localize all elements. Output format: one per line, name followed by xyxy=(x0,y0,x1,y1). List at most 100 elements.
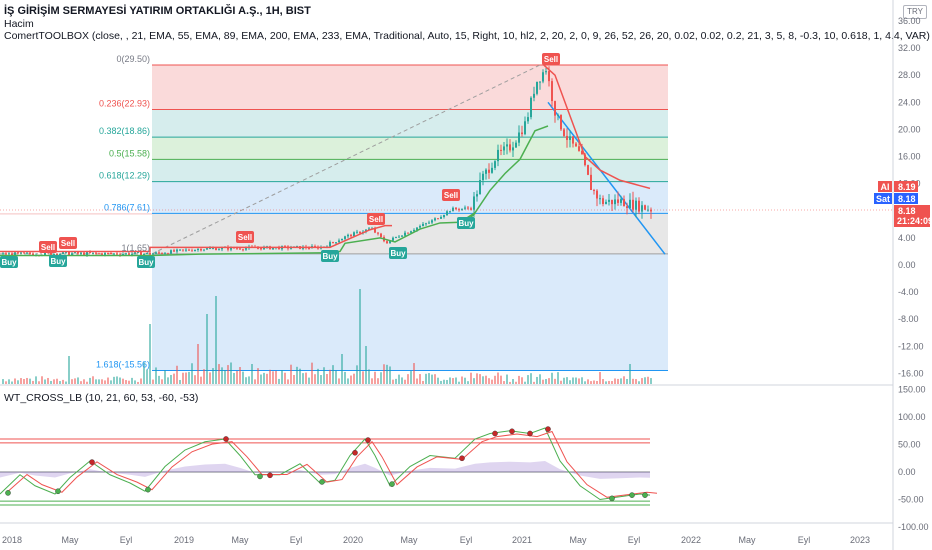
trailing-stop-red-line-2 xyxy=(542,63,651,190)
wavetrend-oscillator xyxy=(0,426,658,506)
volume-bar xyxy=(521,377,523,384)
wavetrend-cross-dot xyxy=(609,495,615,502)
volume-bar xyxy=(614,378,616,384)
volume-bar xyxy=(446,379,448,384)
wavetrend-cross-dot xyxy=(89,459,95,465)
volume-bar xyxy=(53,379,55,384)
volume-bar xyxy=(254,379,256,384)
volume-bar xyxy=(644,377,646,384)
volume-bar xyxy=(374,371,376,384)
volume-bar xyxy=(593,380,595,384)
time-axis-label: Eyl xyxy=(460,535,473,545)
bid-label-tag xyxy=(874,193,892,204)
wavetrend-cross-dot xyxy=(352,449,358,456)
volume-bar xyxy=(80,381,82,384)
volume-bar xyxy=(65,381,67,384)
candle-body xyxy=(236,248,238,250)
signal-text: Buy xyxy=(390,249,406,258)
candle-body xyxy=(416,227,418,230)
candle-body xyxy=(482,173,484,181)
signal-text: Buy xyxy=(322,252,338,261)
candle-body xyxy=(74,252,76,254)
volume-bar xyxy=(647,376,649,384)
volume-bar xyxy=(536,376,538,384)
volume-bar xyxy=(182,372,184,384)
candle-body xyxy=(263,246,265,250)
candle-body xyxy=(278,247,280,250)
candle-body xyxy=(215,248,217,251)
signal-badge xyxy=(367,213,385,225)
volume-bar xyxy=(539,374,541,384)
candle-countdown: 21:24:09 xyxy=(897,216,932,226)
candle-body xyxy=(467,207,469,209)
oscillator-label[interactable]: WT_CROSS_LB (10, 21, 60, 53, -60, -53) xyxy=(4,392,199,404)
wavetrend-cross-dot xyxy=(319,479,325,485)
volume-bar xyxy=(119,377,121,384)
candle-body xyxy=(413,229,415,232)
candle-body xyxy=(104,252,106,255)
signal-text: Sell xyxy=(444,191,458,200)
volume-bar xyxy=(62,379,64,384)
volume-bar xyxy=(509,381,511,384)
volume-bar xyxy=(167,377,169,384)
volume-bar xyxy=(389,366,391,384)
candle-body xyxy=(56,253,58,256)
volume-bar xyxy=(452,378,454,384)
candle-body xyxy=(50,252,52,255)
candle-body xyxy=(44,252,46,255)
volume-bar xyxy=(179,379,181,384)
volume-bar xyxy=(512,379,514,384)
fib-level-label: 0.236(22.93) xyxy=(99,99,150,109)
volume-bar xyxy=(311,362,313,384)
volume-bar xyxy=(320,375,322,384)
volume-bar xyxy=(611,381,613,384)
candle-body xyxy=(242,249,244,251)
volume-bar xyxy=(239,367,241,384)
signal-text: Sell xyxy=(544,55,558,64)
volume-bar xyxy=(347,378,349,384)
volume-bar xyxy=(635,379,637,384)
time-axis-label: May xyxy=(231,535,249,545)
price-axis-label: 24.00 xyxy=(898,97,921,107)
fib-zone xyxy=(152,109,668,138)
candle-body xyxy=(569,136,571,140)
wavetrend-cross-dot xyxy=(389,481,395,487)
volume-bar xyxy=(176,365,178,384)
volume-bar xyxy=(89,377,91,384)
price-axis-label: 20.00 xyxy=(898,124,921,134)
volume-bar xyxy=(584,381,586,384)
volume-bar xyxy=(383,364,385,384)
volume-bar xyxy=(476,373,478,384)
volume-bar xyxy=(617,378,619,384)
volume-bar xyxy=(305,372,307,384)
fib-zone xyxy=(152,64,668,110)
candle-body xyxy=(155,252,157,254)
volume-bar xyxy=(440,380,442,384)
oscillator-axis-label: 0.00 xyxy=(898,467,916,477)
price-axis-label: -16.00 xyxy=(898,368,924,378)
volume-bar xyxy=(638,381,640,384)
signal-text: Buy xyxy=(458,219,474,228)
volume-bar xyxy=(128,380,130,384)
candle-body xyxy=(533,93,535,98)
candle-body xyxy=(134,252,136,254)
signal-sell: Sell xyxy=(39,241,57,253)
volume-bar xyxy=(299,368,301,384)
volume-bar xyxy=(449,377,451,384)
candle-body xyxy=(515,142,517,148)
volume-bar xyxy=(95,379,97,384)
volume-bar xyxy=(425,373,427,384)
indicator-label[interactable]: ComertTOOLBOX (close, , 21, EMA, 55, EMA… xyxy=(4,30,930,42)
wavetrend-cross-dot xyxy=(492,430,498,437)
candle-body xyxy=(26,252,28,254)
candle-body xyxy=(245,248,247,250)
candle-body xyxy=(131,253,133,255)
candle-body xyxy=(608,199,610,202)
candle-body xyxy=(344,236,346,239)
volume-bar xyxy=(191,363,193,384)
volume-bar xyxy=(140,378,142,384)
volume-label[interactable]: Hacim xyxy=(4,18,34,30)
oscillator-axis: 150.00 100.00 50.00 0.00 -50.00 -100.00 xyxy=(898,385,929,533)
volume-bar xyxy=(275,370,277,384)
